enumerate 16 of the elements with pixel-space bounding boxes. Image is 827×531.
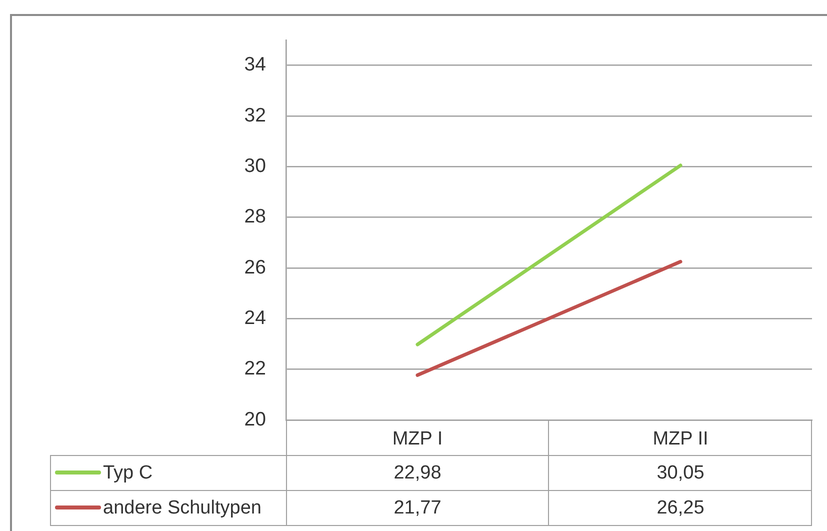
y-tick-label: 26 — [244, 256, 266, 278]
y-tick-label: 28 — [244, 206, 266, 228]
data-label: 26,25 — [656, 498, 704, 519]
data-label: 21,77 — [394, 498, 442, 519]
y-tick-label: 34 — [244, 54, 266, 76]
y-tick-label: 22 — [244, 358, 266, 380]
x-tick-label: MZP I — [392, 428, 443, 450]
y-tick-label: 32 — [244, 104, 266, 126]
y-tick-label: 30 — [244, 155, 266, 178]
y-tick-label: 24 — [244, 307, 266, 330]
legend-label: Typ C — [103, 462, 153, 484]
data-label: 30,05 — [656, 462, 704, 484]
y-tick-label: 20 — [244, 408, 266, 430]
x-tick-label: MZP II — [652, 428, 708, 450]
legend-label: andere Schultypen — [103, 498, 262, 519]
data-label: 22,98 — [394, 462, 442, 484]
